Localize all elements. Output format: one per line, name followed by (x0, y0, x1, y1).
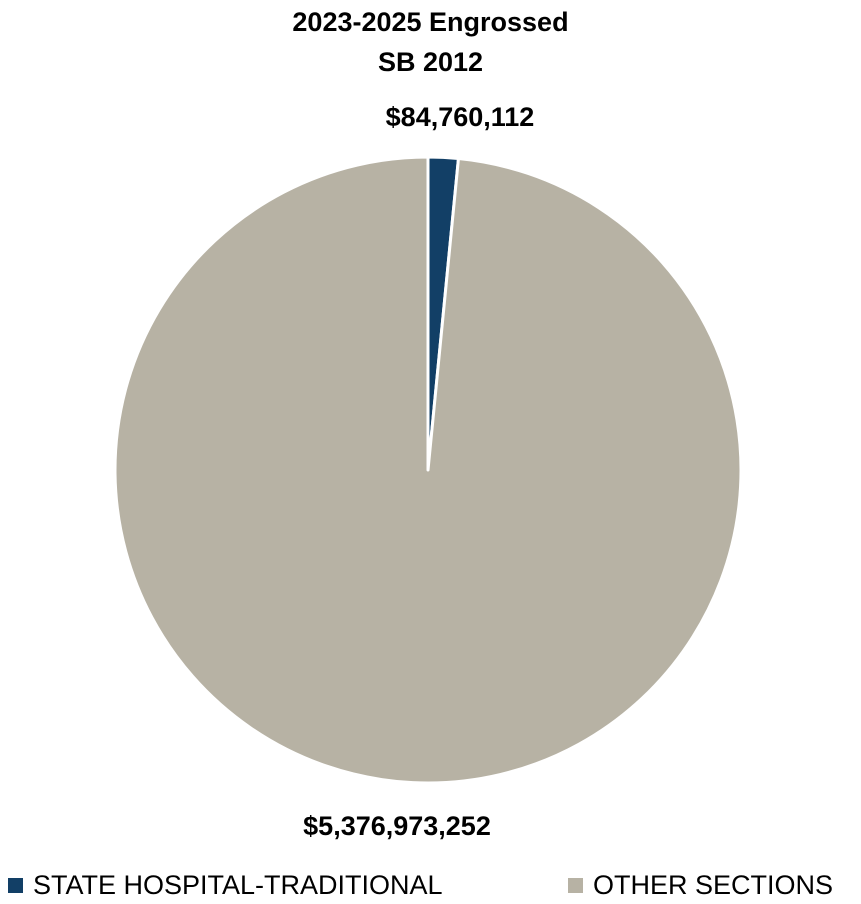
chart-title: 2023-2025 Engrossed SB 2012 (0, 2, 861, 82)
legend-swatch-other-sections (568, 877, 583, 893)
legend-label-state-hospital: STATE HOSPITAL-TRADITIONAL (33, 870, 443, 900)
legend-swatch-state-hospital (8, 877, 23, 893)
legend: STATE HOSPITAL-TRADITIONAL OTHER SECTION… (0, 866, 861, 904)
data-label-state-hospital: $84,760,112 (385, 102, 535, 132)
legend-label-other-sections: OTHER SECTIONS (593, 870, 834, 900)
chart-title-line-2: SB 2012 (377, 47, 484, 77)
chart-title-line-1: 2023-2025 Engrossed (292, 7, 569, 37)
data-label-other-sections: $5,376,973,252 (303, 811, 491, 841)
pie-slice-other-sections (113, 155, 743, 785)
legend-item-other-sections: OTHER SECTIONS (568, 866, 833, 904)
legend-item-state-hospital: STATE HOSPITAL-TRADITIONAL (8, 866, 443, 904)
